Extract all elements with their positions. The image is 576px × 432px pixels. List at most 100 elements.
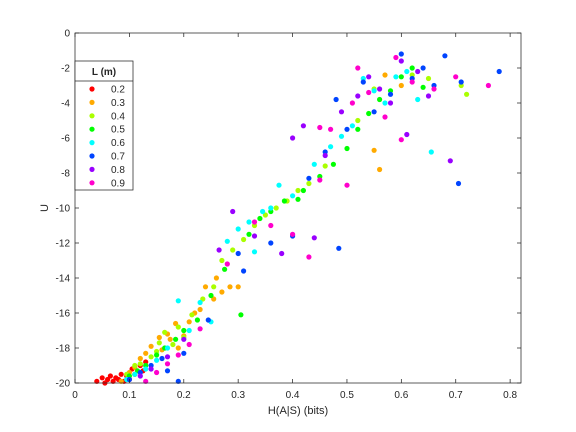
data-point xyxy=(246,231,252,237)
data-point xyxy=(164,368,171,374)
data-point xyxy=(336,245,342,251)
data-point xyxy=(202,284,209,290)
data-point xyxy=(224,238,230,244)
x-axis-label: H(A|S) (bits) xyxy=(268,405,328,417)
data-point xyxy=(464,91,470,97)
data-point xyxy=(173,336,179,342)
legend-box xyxy=(74,60,134,191)
data-point xyxy=(366,89,372,96)
data-point xyxy=(404,131,410,138)
data-point xyxy=(132,362,138,369)
x-tick-label: 0.5 xyxy=(340,390,354,401)
data-point xyxy=(118,371,124,377)
data-point xyxy=(148,366,154,372)
y-axis-label: U xyxy=(39,204,51,212)
data-point xyxy=(175,345,181,351)
data-point xyxy=(344,145,350,152)
legend-marker xyxy=(89,140,95,146)
legend-marker xyxy=(89,153,95,159)
data-point xyxy=(175,324,181,330)
data-point xyxy=(235,250,241,257)
data-point xyxy=(238,312,244,318)
data-point xyxy=(107,373,113,379)
x-tick-label: 0.8 xyxy=(503,390,517,401)
legend-marker xyxy=(89,126,95,132)
legend-marker xyxy=(89,99,95,105)
data-point xyxy=(290,193,296,199)
x-tick-label: 0.7 xyxy=(449,390,463,401)
data-point xyxy=(219,289,225,295)
data-point xyxy=(447,158,453,164)
data-point xyxy=(94,378,100,384)
data-point xyxy=(431,86,437,92)
legend-entry-label: 0.7 xyxy=(111,152,125,163)
data-point xyxy=(186,341,192,348)
data-point xyxy=(208,292,214,299)
data-point xyxy=(328,126,334,132)
data-point xyxy=(241,236,247,243)
data-point xyxy=(219,257,225,264)
data-point xyxy=(222,266,228,272)
y-tick-label: 0 xyxy=(64,29,70,40)
data-point xyxy=(175,298,181,304)
data-point xyxy=(306,254,312,260)
data-point xyxy=(162,329,168,335)
legend-marker xyxy=(89,113,95,119)
x-tick-label: 0.1 xyxy=(122,390,136,401)
data-point xyxy=(311,235,317,241)
data-points xyxy=(94,51,502,386)
legend-marker xyxy=(89,86,95,92)
data-point xyxy=(355,117,361,124)
data-point xyxy=(251,249,258,255)
data-point xyxy=(295,187,301,194)
data-point xyxy=(371,109,377,115)
data-point xyxy=(246,219,252,225)
data-point xyxy=(306,180,312,187)
y-tick-label: -20 xyxy=(56,379,71,390)
data-point xyxy=(230,247,236,253)
data-point xyxy=(349,100,355,106)
data-point xyxy=(322,163,328,169)
data-point xyxy=(241,268,247,274)
data-point xyxy=(398,51,404,57)
legend-entry-label: 0.5 xyxy=(111,125,125,136)
data-point xyxy=(194,317,200,323)
data-point xyxy=(290,135,296,141)
data-point xyxy=(235,284,241,290)
data-point xyxy=(355,65,361,71)
data-point xyxy=(366,74,372,80)
x-tick-label: 0 xyxy=(72,390,78,401)
data-point xyxy=(458,79,464,85)
legend-entry-label: 0.2 xyxy=(111,85,125,96)
axis-ticks: 0 0.1 0.2 0.3 0.4 0.5 0.6 0.7 0.8 0 -2 -4 -6 -8 -10 -12… xyxy=(56,29,521,401)
data-point xyxy=(366,110,372,117)
data-point xyxy=(328,144,334,150)
data-point xyxy=(382,100,388,106)
data-point xyxy=(216,247,222,253)
data-point xyxy=(154,369,160,376)
data-point xyxy=(260,208,266,215)
legend-entry-label: 0.3 xyxy=(111,98,125,109)
data-point xyxy=(148,343,154,349)
data-point xyxy=(311,161,317,167)
data-point xyxy=(300,187,306,194)
data-point xyxy=(360,79,366,85)
data-point xyxy=(205,317,211,323)
data-point xyxy=(355,126,361,132)
data-point xyxy=(404,68,410,75)
data-point xyxy=(338,109,345,115)
data-point xyxy=(251,233,258,239)
data-point xyxy=(415,68,421,75)
data-point xyxy=(137,355,143,362)
data-point xyxy=(409,65,415,71)
data-point xyxy=(398,74,404,80)
data-point xyxy=(496,68,502,75)
data-point xyxy=(143,350,149,356)
data-point xyxy=(290,231,296,237)
legend-marker xyxy=(89,166,95,172)
data-point xyxy=(189,312,195,318)
data-point xyxy=(137,373,143,379)
data-point xyxy=(300,123,306,129)
data-point xyxy=(154,357,160,363)
